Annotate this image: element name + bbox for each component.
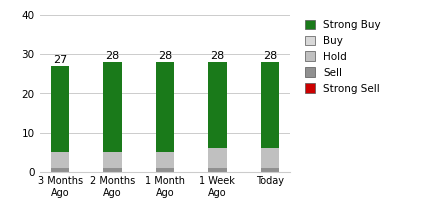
Bar [208,62,227,148]
Bar [156,62,174,152]
Text: 28: 28 [106,51,120,61]
Bar [208,148,227,168]
Bar [103,62,122,152]
Bar [156,168,174,172]
Bar [260,62,279,148]
Bar [51,168,70,172]
Bar [103,168,122,172]
Bar [260,168,279,172]
Bar [208,168,227,172]
Legend: Strong Buy, Buy, Hold, Sell, Strong Sell: Strong Buy, Buy, Hold, Sell, Strong Sell [301,15,385,98]
Bar [260,148,279,168]
Text: 28: 28 [263,51,277,61]
Bar [103,152,122,168]
Bar [51,66,70,152]
Text: 28: 28 [158,51,172,61]
Text: 27: 27 [53,55,67,65]
Bar [156,152,174,168]
Bar [51,152,70,168]
Text: 28: 28 [210,51,224,61]
